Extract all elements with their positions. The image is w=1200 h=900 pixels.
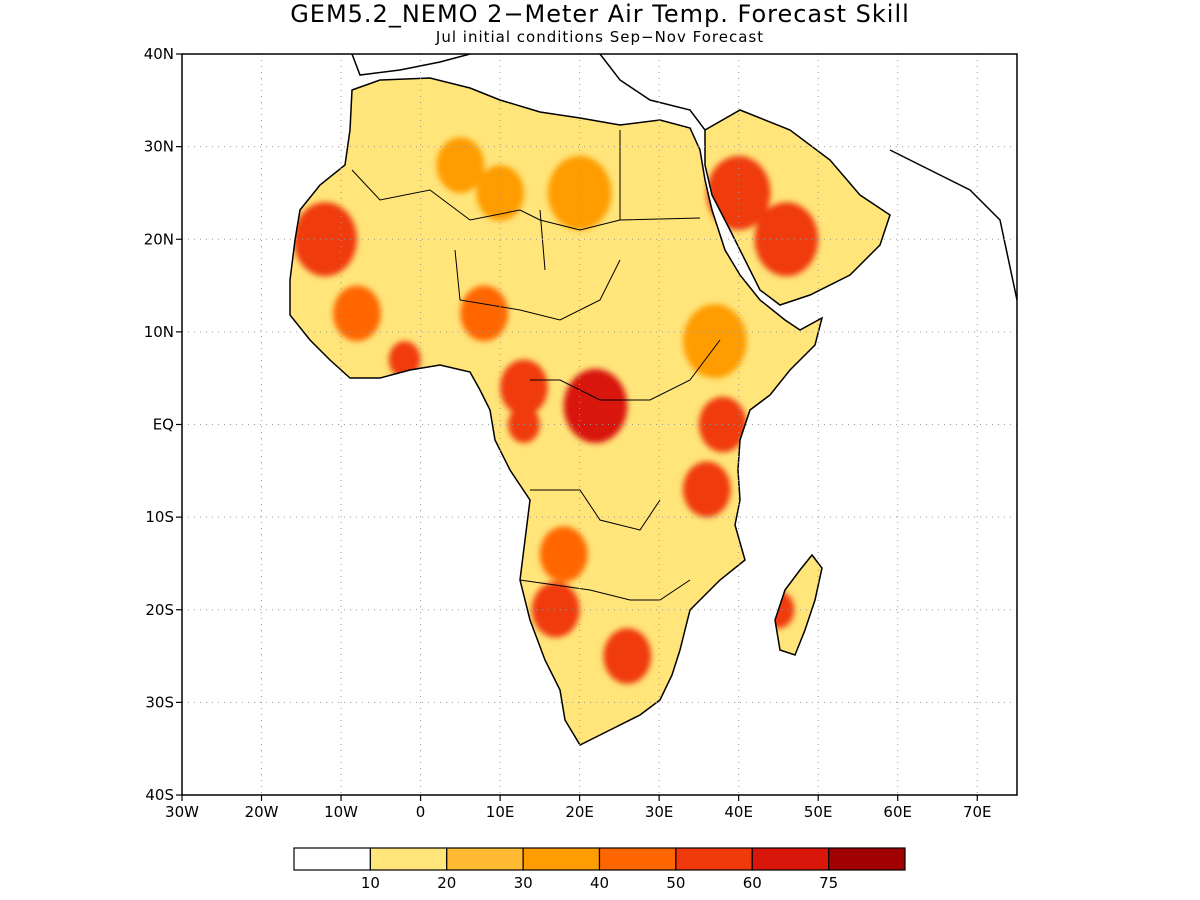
colorbar-label: 60 — [743, 874, 762, 892]
skill-region — [293, 202, 357, 277]
lat-tick-label: 40N — [144, 45, 174, 63]
border-line — [530, 489, 661, 531]
skill-region — [563, 368, 628, 444]
border-line — [351, 169, 701, 231]
lon-tick-label: 0 — [416, 803, 426, 821]
skill-region — [508, 405, 540, 444]
colorbar-label: 40 — [590, 874, 609, 892]
lon-tick-label: 10E — [486, 803, 515, 821]
colorbar-swatch — [751, 847, 830, 871]
colorbar-swatch — [828, 847, 906, 871]
border-line — [539, 209, 546, 271]
border-line — [454, 249, 621, 321]
lon-tick-label: 20E — [565, 803, 594, 821]
skill-region — [683, 461, 731, 518]
lon-tick-label: 10W — [324, 803, 358, 821]
colorbar-label: 20 — [437, 874, 456, 892]
skill-region — [683, 304, 747, 379]
skill-region — [603, 628, 652, 684]
map-subtitle: Jul initial conditions Sep−Nov Forecast — [435, 28, 765, 46]
lon-tick-label: 70E — [963, 803, 992, 821]
asia-coastline — [889, 149, 1017, 301]
colorbar-label: 50 — [666, 874, 685, 892]
colorbar-swatch — [598, 847, 677, 871]
turkey-coastline — [599, 54, 706, 131]
colorbar-label: 30 — [514, 874, 533, 892]
lat-tick-label: 40S — [145, 786, 174, 804]
skill-region — [460, 285, 509, 342]
skill-region — [388, 341, 421, 379]
lon-tick-label: 30E — [645, 803, 674, 821]
skill-region — [539, 526, 588, 582]
skill-region — [531, 581, 580, 638]
skill-region — [333, 285, 381, 342]
colorbar-labels: 10 20 30 40 50 60 75 — [361, 874, 838, 892]
colorbar-label: 75 — [819, 874, 838, 892]
colorbar-swatch — [675, 847, 753, 871]
europe-coastline — [351, 54, 471, 76]
lat-tick-label: 20N — [144, 230, 174, 248]
lon-tick-label: 60E — [883, 803, 912, 821]
lat-tick-label: 10S — [145, 508, 174, 526]
colorbar-swatch — [522, 847, 601, 871]
border-line — [519, 579, 691, 601]
lat-tick-label: 20S — [145, 601, 174, 619]
lat-tick-label: 30S — [145, 693, 174, 711]
border-line — [530, 339, 721, 401]
skill-region — [500, 359, 548, 416]
colorbar — [293, 847, 906, 871]
lon-tick-label: 50E — [804, 803, 833, 821]
colorbar-label: 10 — [361, 874, 380, 892]
lat-tick-label: 30N — [144, 138, 174, 156]
colorbar-swatch — [446, 847, 524, 871]
lat-tick-label: EQ — [153, 416, 174, 434]
lat-tick-label: 10N — [144, 323, 174, 341]
lon-tick-label: 40E — [724, 803, 753, 821]
skill-region — [754, 202, 819, 277]
colorbar-swatch — [369, 847, 448, 871]
axis-ticks — [176, 53, 978, 801]
colorbar-swatch — [293, 847, 371, 871]
map-title: GEM5.2_NEMO 2−Meter Air Temp. Forecast S… — [290, 0, 910, 28]
lon-tick-label: 30W — [165, 803, 199, 821]
skill-region — [436, 137, 485, 193]
lon-tick-label: 20W — [245, 803, 279, 821]
